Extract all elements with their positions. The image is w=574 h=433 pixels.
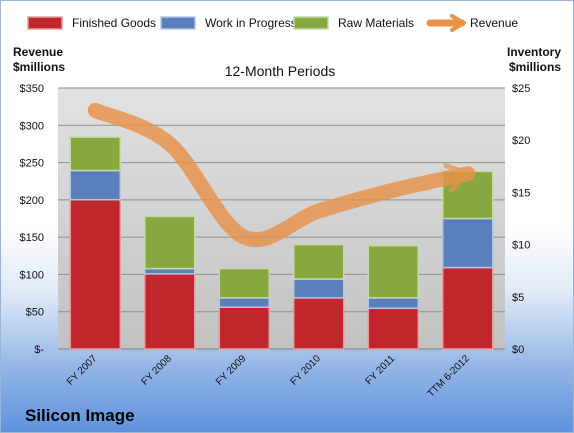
legend-arrow xyxy=(450,14,466,32)
company-name: Silicon Image xyxy=(25,406,135,425)
legend-swatch xyxy=(27,16,63,30)
left-tick-label: $100 xyxy=(20,269,44,281)
x-tick-label: FY 2007 xyxy=(65,353,100,388)
legend-item: Finished Goods xyxy=(27,16,156,30)
plot-area xyxy=(58,88,505,349)
x-tick-label: TTM 6-2012 xyxy=(426,353,473,400)
left-tick-label: $300 xyxy=(20,120,44,132)
bar-segment-finished-goods xyxy=(367,307,419,350)
bar-segment-raw-materials xyxy=(69,136,121,172)
chart-title: 12-Month Periods xyxy=(225,63,336,79)
right-tick-label: $5 xyxy=(512,292,524,304)
bar-segment-raw-materials xyxy=(144,215,196,270)
legend-swatch xyxy=(160,16,196,30)
revenue-line-group xyxy=(87,102,476,247)
bar-segment-finished-goods xyxy=(293,297,345,350)
legend-item: Raw Materials xyxy=(293,16,414,30)
right-tick-label: $10 xyxy=(512,240,530,252)
bar-segment-raw-materials xyxy=(367,244,419,299)
legend: Finished Goods Work in Progress Raw Materi… xyxy=(27,14,518,32)
left-tick-label: $200 xyxy=(20,195,44,207)
legend-label: Work in Progress xyxy=(205,16,297,30)
bar-segment-work-in-progress xyxy=(144,267,196,275)
x-tick-label: FY 2010 xyxy=(288,353,323,388)
bar-segment-finished-goods xyxy=(442,266,494,350)
left-tick-label: $150 xyxy=(20,232,44,244)
right-axis-label-line1: Inventory xyxy=(507,45,561,59)
right-tick-label: $25 xyxy=(512,83,530,95)
x-axis-ticks: FY 2007 FY 2008 FY 2009 FY 2010 FY 2011 TTM 6… xyxy=(65,353,472,400)
bar-segment-finished-goods xyxy=(144,273,196,350)
bar-segment-work-in-progress xyxy=(218,297,270,308)
bar-segment-finished-goods xyxy=(218,306,270,350)
left-axis-ticks: $- $50 $100 $150 $200 $250 $300 $350 xyxy=(20,83,45,356)
right-tick-label: $0 xyxy=(512,344,524,356)
bar-segment-raw-materials xyxy=(218,267,270,299)
right-axis-label-line2: $millions xyxy=(509,60,561,74)
legend-item: Work in Progress xyxy=(160,16,297,30)
bar-segment-work-in-progress xyxy=(367,297,419,310)
left-tick-label: $- xyxy=(34,344,44,356)
left-tick-label: $350 xyxy=(20,83,44,95)
legend-label: Raw Materials xyxy=(338,16,414,30)
legend-label: Finished Goods xyxy=(72,16,156,30)
bars xyxy=(69,136,494,350)
left-tick-label: $50 xyxy=(26,307,44,319)
legend-label: Revenue xyxy=(470,16,518,30)
legend-item: Revenue xyxy=(426,14,518,32)
left-axis-label-line2: $millions xyxy=(13,60,65,74)
bar-segment-work-in-progress xyxy=(442,217,494,269)
x-tick-label: FY 2008 xyxy=(139,353,174,388)
x-tick-label: FY 2009 xyxy=(214,353,249,388)
left-axis-label-line1: Revenue xyxy=(13,45,63,59)
right-axis-ticks: $0 $5 $10 $15 $20 $25 xyxy=(512,83,530,356)
bar-segment-raw-materials xyxy=(293,243,345,280)
revenue-line xyxy=(87,102,476,247)
bar-segment-work-in-progress xyxy=(69,169,121,201)
bar-segment-work-in-progress xyxy=(293,278,345,299)
left-tick-label: $250 xyxy=(20,158,44,170)
legend-swatch xyxy=(293,16,329,30)
x-tick-label: FY 2011 xyxy=(364,353,398,387)
bar-segment-finished-goods xyxy=(69,198,121,350)
right-tick-label: $15 xyxy=(512,187,530,199)
right-tick-label: $20 xyxy=(512,135,530,147)
